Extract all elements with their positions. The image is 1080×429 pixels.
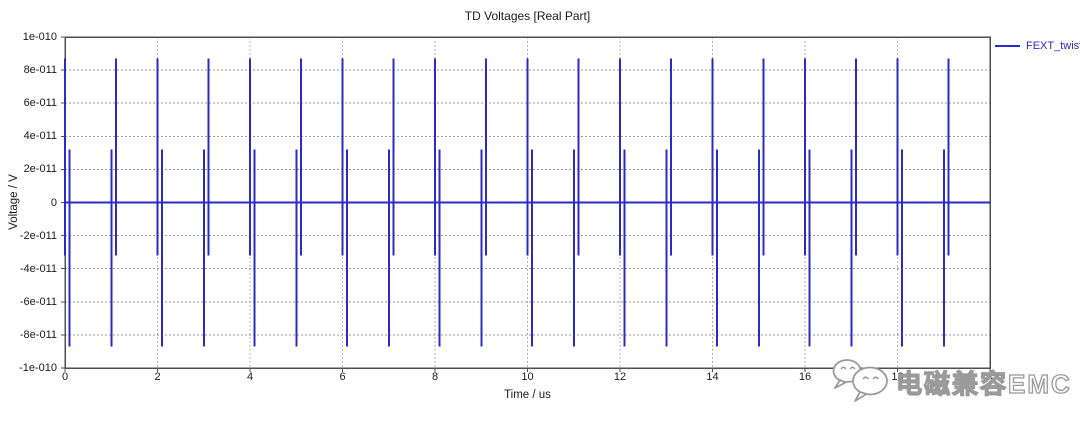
x-tick-label: 2	[154, 371, 161, 383]
x-tick-label: 4	[246, 371, 254, 383]
x-tick-label: 14	[706, 371, 719, 383]
legend: FEXT_twist	[995, 40, 1080, 52]
x-tick-label: 0	[61, 371, 69, 383]
watermark: 电磁兼容EMC	[830, 356, 1072, 411]
y-tick-label: -2e-011	[19, 229, 57, 242]
series-fext-twist	[64, 58, 990, 347]
x-tick-label: 12	[613, 371, 627, 383]
legend-line-swatch	[995, 45, 1020, 47]
y-tick-label: 1e-010	[22, 31, 57, 43]
legend-label: FEXT_twist	[1026, 40, 1080, 52]
x-tick-label: 18	[891, 371, 904, 383]
watermark-text: 电磁兼容EMC	[895, 368, 1072, 399]
y-tick-label: 2e-011	[23, 163, 57, 176]
y-tick-label: 0	[50, 196, 57, 209]
y-tick-label: -4e-011	[19, 262, 57, 275]
y-tick-label: 4e-011	[23, 130, 57, 143]
x-tick-label: 8	[431, 371, 439, 383]
y-tick-label: 6e-011	[23, 97, 57, 110]
y-tick-label: -6e-011	[19, 295, 57, 308]
y-tick-label: -8e-011	[19, 328, 57, 341]
x-tick-label: 10	[521, 371, 534, 383]
wechat-icon	[830, 356, 892, 411]
x-tick-label: 6	[339, 371, 346, 383]
y-axis-title: Voltage / V	[8, 174, 20, 230]
x-tick-label: 16	[798, 371, 812, 383]
y-tick-label: -1e-010	[19, 362, 57, 374]
y-tick-label: 8e-011	[23, 64, 57, 77]
x-axis-title: Time / us	[504, 389, 551, 401]
x-tick-label: 20	[983, 371, 997, 383]
chart-title: TD Voltages [Real Part]	[464, 9, 591, 23]
